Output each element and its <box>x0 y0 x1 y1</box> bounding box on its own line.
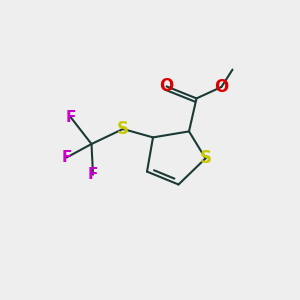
Text: O: O <box>159 77 174 95</box>
Text: S: S <box>200 149 211 167</box>
Text: F: F <box>88 167 98 182</box>
Text: F: F <box>61 150 72 165</box>
Text: S: S <box>117 120 129 138</box>
Text: F: F <box>65 110 76 124</box>
Text: O: O <box>214 78 229 96</box>
